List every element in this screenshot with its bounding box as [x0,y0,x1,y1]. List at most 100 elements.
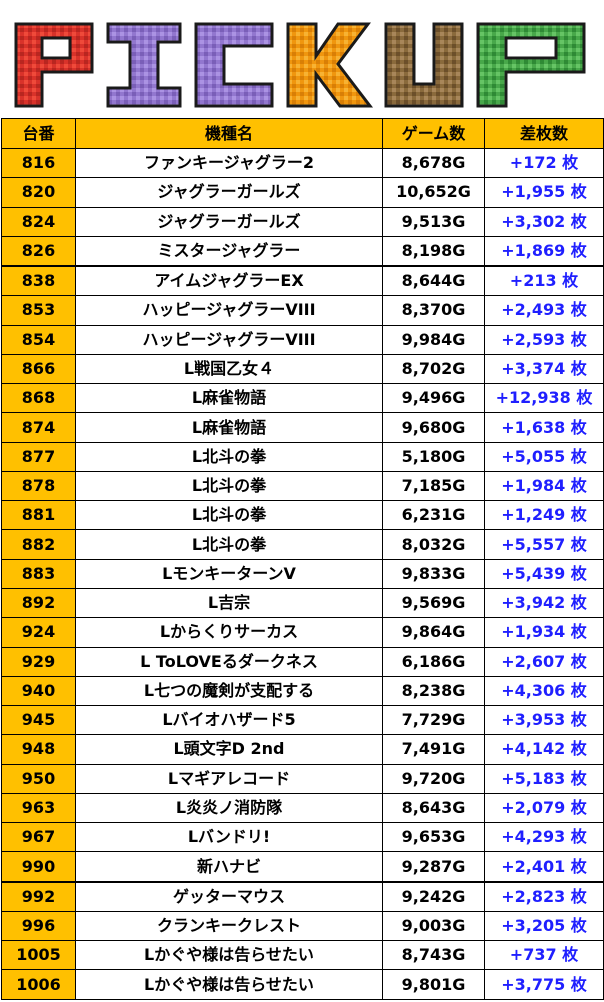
machine-name-cell: ミスタージャグラー [75,235,383,267]
machine-name-cell: Lかぐや様は告らせたい [75,969,383,1000]
coin-difference-cell: +1,984 枚 [484,470,604,502]
letter-p-red [14,22,94,108]
table-row: 1006 Lかぐや様は告らせたい 9,801G +3,775 枚 [1,969,604,1000]
table-row: 877 L北斗の拳 5,180G +5,055 枚 [1,441,604,472]
machine-number-cell: 929 [1,646,76,677]
coin-difference-cell: +3,205 枚 [484,910,604,942]
game-count-cell: 9,242G [382,880,485,912]
header-machine-number: 台番 [1,118,76,149]
machine-number-cell: 967 [1,822,76,853]
game-count-cell: 8,238G [382,675,485,707]
table-row: 967 Lバンドリ! 9,653G +4,293 枚 [1,822,604,853]
game-count-cell: 9,496G [382,383,485,414]
machine-number-cell: 816 [1,147,76,179]
machine-number-cell: 826 [1,235,76,267]
machine-number-cell: 853 [1,295,76,326]
coin-difference-cell: +2,607 枚 [484,646,604,677]
machine-name-cell: ハッピージャグラーVIII [75,324,383,355]
machine-name-cell: L麻雀物語 [75,383,383,414]
table-row: 950 Lマギアレコード 9,720G +5,183 枚 [1,763,604,794]
machine-number-cell: 881 [1,500,76,531]
machine-name-cell: ゲッターマウス [75,880,383,912]
machine-name-cell: L北斗の拳 [75,441,383,472]
coin-difference-cell: +3,374 枚 [484,353,604,385]
game-count-cell: 8,643G [382,792,485,824]
machine-number-cell: 820 [1,177,76,208]
table-row: 820 ジャグラーガールズ 10,652G +1,955 枚 [1,177,604,208]
game-count-cell: 9,984G [382,324,485,355]
machine-number-cell: 877 [1,441,76,472]
table-row: 940 L七つの魔剣が支配する 8,238G +4,306 枚 [1,675,604,707]
table-row: 878 L北斗の拳 7,185G +1,984 枚 [1,470,604,502]
machine-name-cell: Lバンドリ! [75,822,383,853]
table-row: 838 アイムジャグラーEX 8,644G +213 枚 [1,265,604,297]
game-count-cell: 9,864G [382,617,485,648]
coin-difference-cell: +12,938 枚 [484,383,604,414]
table-row: 824 ジャグラーガールズ 9,513G +3,302 枚 [1,206,604,237]
header-coin-difference: 差枚数 [484,118,604,149]
coin-difference-cell: +1,934 枚 [484,617,604,648]
header-game-count: ゲーム数 [382,118,485,149]
coin-difference-cell: +2,401 枚 [484,851,604,883]
machine-name-cell: L ToLOVEるダークネス [75,646,383,677]
table-row: 883 LモンキーターンV 9,833G +5,439 枚 [1,558,604,589]
letter-k-orange [286,22,374,108]
coin-difference-cell: +5,055 枚 [484,441,604,472]
table-body: 816 ファンキージャグラー2 8,678G +172 枚 820 ジャグラーガールズ 10… [1,147,604,1000]
machine-number-cell: 838 [1,265,76,297]
machine-name-cell: ジャグラーガールズ [75,206,383,237]
machine-name-cell: L頭文字D 2nd [75,734,383,765]
letter-i-purple [106,22,182,108]
coin-difference-cell: +3,302 枚 [484,206,604,237]
pickup-logo [14,22,586,108]
coin-difference-cell: +1,869 枚 [484,235,604,267]
coin-difference-cell: +4,293 枚 [484,822,604,853]
machine-name-cell: L七つの魔剣が支配する [75,675,383,707]
table-row: 853 ハッピージャグラーVIII 8,370G +2,493 枚 [1,295,604,326]
machine-name-cell: ジャグラーガールズ [75,177,383,208]
machine-name-cell: LモンキーターンV [75,558,383,589]
pickup-banner [0,0,604,118]
coin-difference-cell: +3,953 枚 [484,705,604,736]
machine-number-cell: 883 [1,558,76,589]
machine-number-cell: 882 [1,529,76,560]
table-row: 868 L麻雀物語 9,496G +12,938 枚 [1,383,604,414]
letter-c-purple [194,22,274,108]
game-count-cell: 7,491G [382,734,485,765]
game-count-cell: 6,231G [382,500,485,531]
game-count-cell: 9,653G [382,822,485,853]
table-row: 945 Lバイオハザード5 7,729G +3,953 枚 [1,705,604,736]
coin-difference-cell: +5,439 枚 [484,558,604,589]
coin-difference-cell: +5,183 枚 [484,763,604,794]
game-count-cell: 8,702G [382,353,485,385]
game-count-cell: 9,287G [382,851,485,883]
game-count-cell: 7,729G [382,705,485,736]
game-count-cell: 9,680G [382,412,485,443]
machine-number-cell: 868 [1,383,76,414]
machine-number-cell: 824 [1,206,76,237]
machine-number-cell: 866 [1,353,76,385]
coin-difference-cell: +213 枚 [484,265,604,297]
coin-difference-cell: +737 枚 [484,940,604,971]
game-count-cell: 8,678G [382,147,485,179]
coin-difference-cell: +3,775 枚 [484,969,604,1000]
letter-u-brown [384,22,464,108]
table-row: 948 L頭文字D 2nd 7,491G +4,142 枚 [1,734,604,765]
header-machine-name: 機種名 [75,118,383,149]
machine-name-cell: アイムジャグラーEX [75,265,383,297]
table-row: 992 ゲッターマウス 9,242G +2,823 枚 [1,880,604,912]
game-count-cell: 9,003G [382,910,485,942]
game-count-cell: 8,370G [382,295,485,326]
game-count-cell: 5,180G [382,441,485,472]
table-header-row: 台番 機種名 ゲーム数 差枚数 [1,118,604,149]
game-count-cell: 9,720G [382,763,485,794]
table-row: 874 L麻雀物語 9,680G +1,638 枚 [1,412,604,443]
machine-name-cell: Lからくりサーカス [75,617,383,648]
table-row: 1005 Lかぐや様は告らせたい 8,743G +737 枚 [1,940,604,971]
letter-p-green [476,22,586,108]
coin-difference-cell: +4,142 枚 [484,734,604,765]
table-row: 866 L戦国乙女４ 8,702G +3,374 枚 [1,353,604,385]
machine-number-cell: 963 [1,792,76,824]
machine-name-cell: L戦国乙女４ [75,353,383,385]
game-count-cell: 8,743G [382,940,485,971]
